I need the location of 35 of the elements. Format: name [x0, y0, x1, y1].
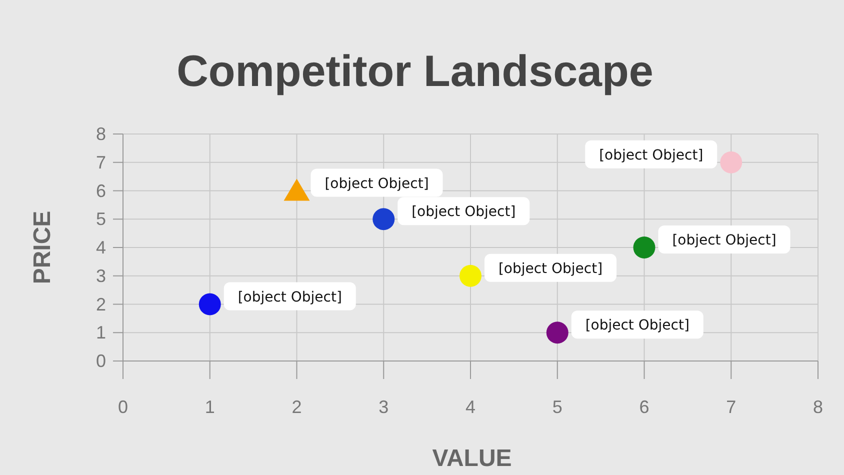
point	[460, 264, 482, 287]
point	[720, 151, 742, 174]
x-tick-label: 2	[292, 397, 302, 417]
data-label: [object Object]	[585, 318, 690, 334]
data-label: [object Object]	[324, 176, 429, 192]
data-label: [object Object]	[412, 204, 516, 220]
data-label: [object Object]	[498, 260, 603, 277]
point	[372, 208, 395, 230]
x-tick-label: 5	[552, 397, 562, 417]
y-tick-label: 7	[96, 152, 106, 172]
x-tick-label: 6	[639, 397, 650, 417]
y-tick-label: 0	[96, 351, 106, 371]
x-tick-label: 3	[378, 397, 389, 417]
point	[633, 236, 656, 258]
y-axis-title: PRICE	[29, 210, 56, 284]
x-tick-label: 4	[465, 397, 476, 417]
data-label: [object Object]	[599, 147, 704, 164]
data-label: [object Object]	[238, 289, 342, 306]
x-axis-title: VALUE	[432, 445, 512, 472]
point	[198, 293, 221, 316]
y-tick-label: 5	[96, 209, 106, 230]
chart-title: Competitor Landscape	[176, 47, 654, 96]
y-tick-label: 2	[96, 294, 106, 314]
point	[546, 322, 568, 344]
data-label: [object Object]	[672, 232, 776, 248]
x-tick-label: 1	[204, 397, 215, 417]
point	[284, 178, 310, 201]
x-tick-label: 8	[812, 397, 824, 417]
y-tick-label: 6	[96, 180, 106, 201]
y-tick-label: 8	[96, 124, 106, 144]
y-tick-label: 3	[96, 266, 106, 286]
y-tick-label: 4	[96, 238, 106, 258]
y-tick-label: 1	[96, 322, 106, 343]
x-tick-label: 0	[118, 397, 128, 417]
x-tick-label: 7	[726, 397, 736, 417]
